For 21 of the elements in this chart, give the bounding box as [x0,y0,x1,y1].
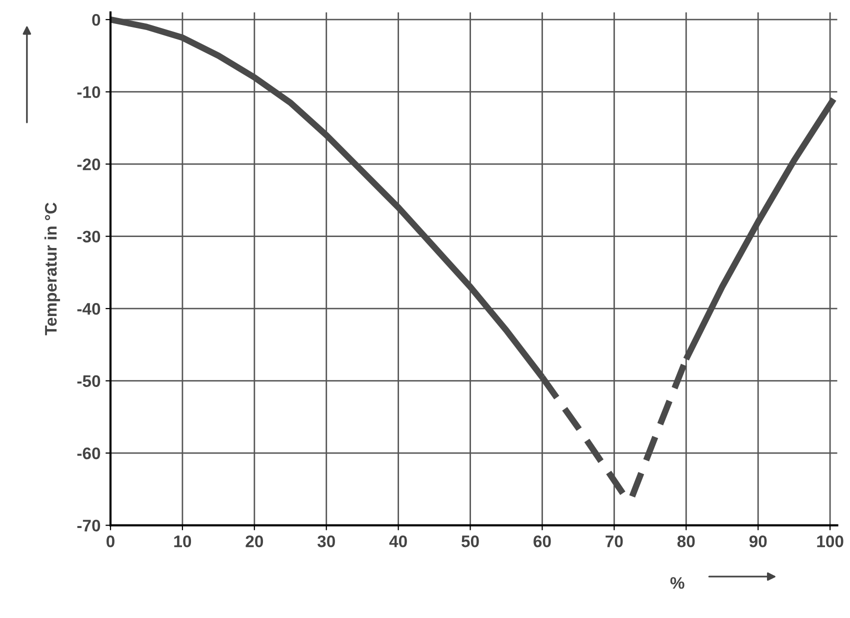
x-tick-label: 20 [246,535,263,548]
y-tick-label: -20 [77,158,100,170]
x-tick-label: 0 [106,535,114,548]
x-tick-label: 70 [606,535,623,548]
y-tick-label: -60 [77,447,100,460]
y-tick-label: -30 [77,230,100,243]
x-tick-label: 50 [462,535,479,548]
y-tick-label: -70 [77,520,100,532]
x-tick-label: 40 [389,535,407,548]
x-tick-label: 30 [317,535,335,548]
x-tick-label: 100 [817,535,844,548]
y-tick-label: 0 [92,14,100,26]
y-tick-label: -50 [77,375,100,388]
y-tick-label: -10 [77,86,100,98]
x-tick-label: 80 [677,535,695,548]
x-tick-label: 90 [749,535,767,548]
x-axis-title: % [670,577,684,589]
x-tick-label: 60 [534,535,551,548]
y-axis-title: Temperatur in °C [44,202,60,336]
x-tick-label: 10 [174,535,192,548]
y-tick-label: -40 [77,302,100,315]
